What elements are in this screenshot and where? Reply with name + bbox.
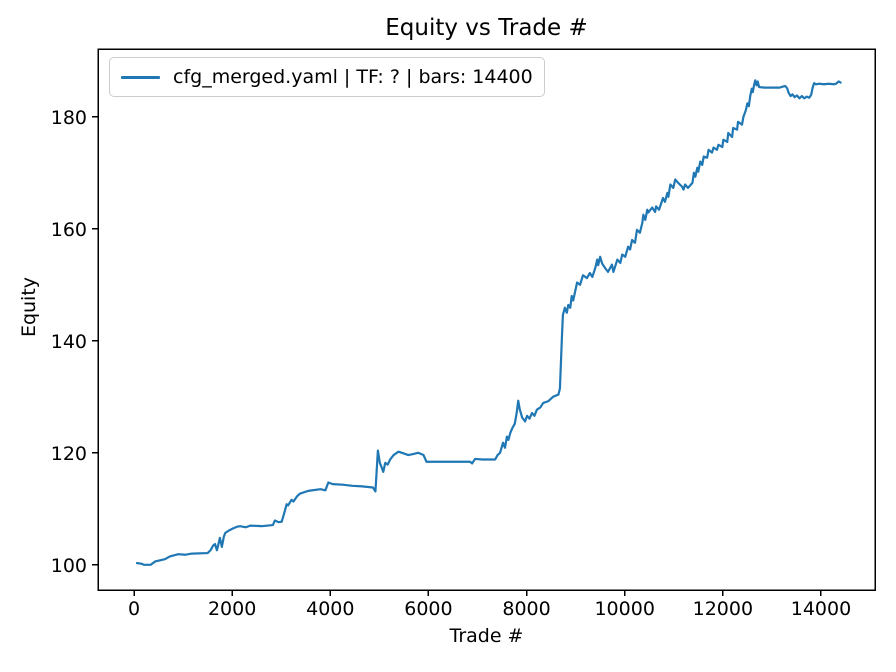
x-tick-label: 0 [128,598,140,620]
legend[interactable]: cfg_merged.yaml | TF: ? | bars: 14400 [109,57,545,97]
legend-label: cfg_merged.yaml | TF: ? | bars: 14400 [173,66,533,88]
x-tick-label: 14000 [791,598,851,620]
x-tick-label: 2000 [208,598,256,620]
y-tick-label: 100 [51,555,87,577]
x-tick-label: 6000 [404,598,452,620]
y-tick-label: 120 [51,443,87,465]
x-tick-label: 8000 [502,598,550,620]
series-group [135,79,842,566]
y-tick-label: 160 [51,219,87,241]
chart-title: Equity vs Trade # [385,15,588,41]
axes-group: 0 2000 4000 6000 8000 10000 12000 14000 100 120 14… [51,48,876,620]
y-tick-label: 140 [51,331,87,353]
plot-border [97,48,876,591]
x-tick-label: 12000 [693,598,753,620]
x-tick-label: 4000 [306,598,354,620]
x-axis-label: Trade # [449,625,524,647]
x-tick-label: 10000 [594,598,654,620]
y-tick-label: 180 [51,107,87,129]
legend-line-sample [121,75,160,79]
equity-line [135,79,842,566]
